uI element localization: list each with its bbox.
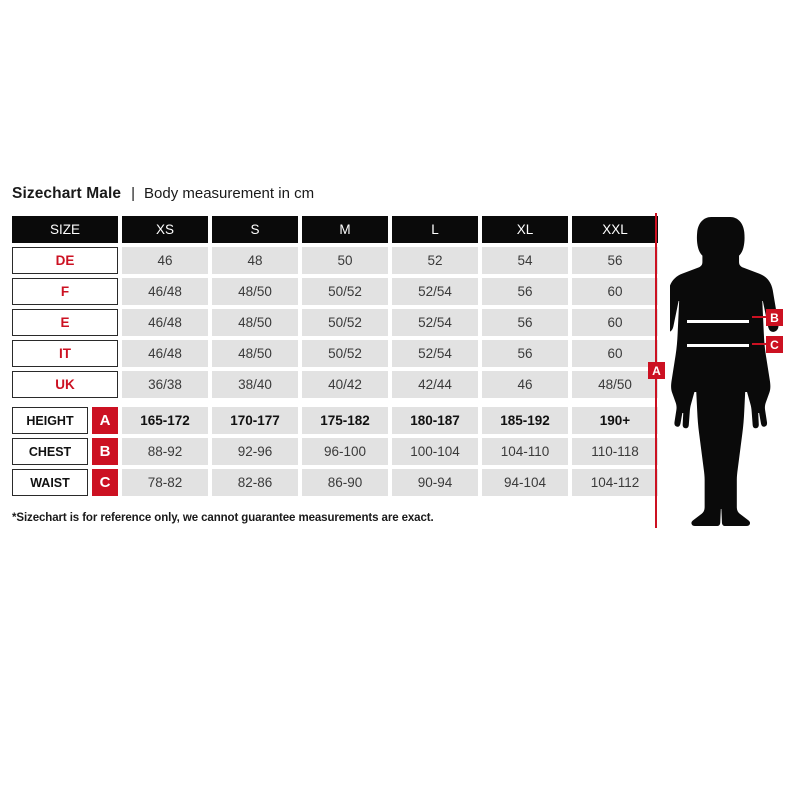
row-badge-a: A bbox=[92, 407, 118, 434]
column-header-xl: XL bbox=[482, 216, 568, 243]
male-silhouette-icon bbox=[670, 217, 779, 526]
table-row: IT 46/48 48/50 50/52 52/54 56 60 bbox=[12, 340, 658, 367]
row-label-it: IT bbox=[12, 340, 118, 367]
row-label-height: HEIGHT A bbox=[12, 407, 118, 434]
cell-height-m: 175-182 bbox=[302, 407, 388, 434]
row-label-waist: WAIST C bbox=[12, 469, 118, 496]
row-badge-c: C bbox=[92, 469, 118, 496]
height-badge-a: A bbox=[648, 362, 665, 379]
column-header-m: M bbox=[302, 216, 388, 243]
cell-height-s: 170-177 bbox=[212, 407, 298, 434]
waist-leader-line bbox=[752, 343, 766, 345]
cell-waist-l: 90-94 bbox=[392, 469, 478, 496]
chest-leader-line bbox=[752, 316, 766, 318]
cell-chest-xs: 88-92 bbox=[122, 438, 208, 465]
table-row: E 46/48 48/50 50/52 52/54 56 60 bbox=[12, 309, 658, 336]
table-row: F 46/48 48/50 50/52 52/54 56 60 bbox=[12, 278, 658, 305]
column-header-s: S bbox=[212, 216, 298, 243]
cell-it-xs: 46/48 bbox=[122, 340, 208, 367]
cell-waist-m: 86-90 bbox=[302, 469, 388, 496]
cell-f-l: 52/54 bbox=[392, 278, 478, 305]
cell-e-xs: 46/48 bbox=[122, 309, 208, 336]
chest-badge-b: B bbox=[766, 309, 783, 326]
cell-waist-s: 82-86 bbox=[212, 469, 298, 496]
row-label-height-text: HEIGHT bbox=[12, 407, 88, 434]
cell-it-l: 52/54 bbox=[392, 340, 478, 367]
table-row: HEIGHT A 165-172 170-177 175-182 180-187… bbox=[12, 407, 658, 434]
cell-e-s: 48/50 bbox=[212, 309, 298, 336]
cell-uk-l: 42/44 bbox=[392, 371, 478, 398]
cell-chest-m: 96-100 bbox=[302, 438, 388, 465]
cell-e-xxl: 60 bbox=[572, 309, 658, 336]
cell-de-xxl: 56 bbox=[572, 247, 658, 274]
cell-it-s: 48/50 bbox=[212, 340, 298, 367]
row-label-uk: UK bbox=[12, 371, 118, 398]
body-figure: A B C bbox=[648, 210, 800, 530]
cell-height-l: 180-187 bbox=[392, 407, 478, 434]
cell-uk-xl: 46 bbox=[482, 371, 568, 398]
cell-it-xl: 56 bbox=[482, 340, 568, 367]
table-header-row: SIZE XS S M L XL XXL bbox=[12, 216, 658, 243]
cell-waist-xxl: 104-112 bbox=[572, 469, 658, 496]
column-header-size: SIZE bbox=[12, 216, 118, 243]
cell-f-m: 50/52 bbox=[302, 278, 388, 305]
size-table: SIZE XS S M L XL XXL DE 46 48 50 52 54 5… bbox=[12, 216, 658, 500]
column-header-l: L bbox=[392, 216, 478, 243]
cell-f-s: 48/50 bbox=[212, 278, 298, 305]
table-row: UK 36/38 38/40 40/42 42/44 46 48/50 bbox=[12, 371, 658, 398]
cell-e-m: 50/52 bbox=[302, 309, 388, 336]
row-label-f: F bbox=[12, 278, 118, 305]
table-row: DE 46 48 50 52 54 56 bbox=[12, 247, 658, 274]
cell-height-xxl: 190+ bbox=[572, 407, 658, 434]
cell-chest-xxl: 110-118 bbox=[572, 438, 658, 465]
cell-it-m: 50/52 bbox=[302, 340, 388, 367]
cell-chest-s: 92-96 bbox=[212, 438, 298, 465]
column-header-xs: XS bbox=[122, 216, 208, 243]
cell-f-xxl: 60 bbox=[572, 278, 658, 305]
cell-height-xl: 185-192 bbox=[482, 407, 568, 434]
cell-uk-m: 40/42 bbox=[302, 371, 388, 398]
chest-measure-band bbox=[687, 320, 749, 323]
cell-de-xl: 54 bbox=[482, 247, 568, 274]
title-subtitle: Body measurement in cm bbox=[144, 185, 315, 202]
cell-height-xs: 165-172 bbox=[122, 407, 208, 434]
table-row: WAIST C 78-82 82-86 86-90 90-94 94-104 1… bbox=[12, 469, 658, 496]
cell-f-xl: 56 bbox=[482, 278, 568, 305]
cell-chest-l: 100-104 bbox=[392, 438, 478, 465]
waist-badge-c: C bbox=[766, 336, 783, 353]
row-label-e: E bbox=[12, 309, 118, 336]
cell-de-s: 48 bbox=[212, 247, 298, 274]
row-label-chest-text: CHEST bbox=[12, 438, 88, 465]
cell-it-xxl: 60 bbox=[572, 340, 658, 367]
cell-waist-xl: 94-104 bbox=[482, 469, 568, 496]
waist-measure-band bbox=[687, 344, 749, 347]
cell-de-l: 52 bbox=[392, 247, 478, 274]
footnote: *Sizechart is for reference only, we can… bbox=[12, 512, 434, 524]
column-header-xxl: XXL bbox=[572, 216, 658, 243]
row-label-waist-text: WAIST bbox=[12, 469, 88, 496]
table-row: CHEST B 88-92 92-96 96-100 100-104 104-1… bbox=[12, 438, 658, 465]
cell-uk-xs: 36/38 bbox=[122, 371, 208, 398]
cell-uk-s: 38/40 bbox=[212, 371, 298, 398]
row-label-chest: CHEST B bbox=[12, 438, 118, 465]
cell-e-xl: 56 bbox=[482, 309, 568, 336]
row-label-de: DE bbox=[12, 247, 118, 274]
cell-de-xs: 46 bbox=[122, 247, 208, 274]
title-main: Sizechart Male bbox=[12, 185, 122, 202]
page-title: Sizechart Male | Body measurement in cm bbox=[12, 185, 314, 203]
cell-chest-xl: 104-110 bbox=[482, 438, 568, 465]
cell-f-xs: 46/48 bbox=[122, 278, 208, 305]
cell-uk-xxl: 48/50 bbox=[572, 371, 658, 398]
row-badge-b: B bbox=[92, 438, 118, 465]
title-separator: | bbox=[131, 185, 135, 202]
cell-waist-xs: 78-82 bbox=[122, 469, 208, 496]
cell-de-m: 50 bbox=[302, 247, 388, 274]
cell-e-l: 52/54 bbox=[392, 309, 478, 336]
